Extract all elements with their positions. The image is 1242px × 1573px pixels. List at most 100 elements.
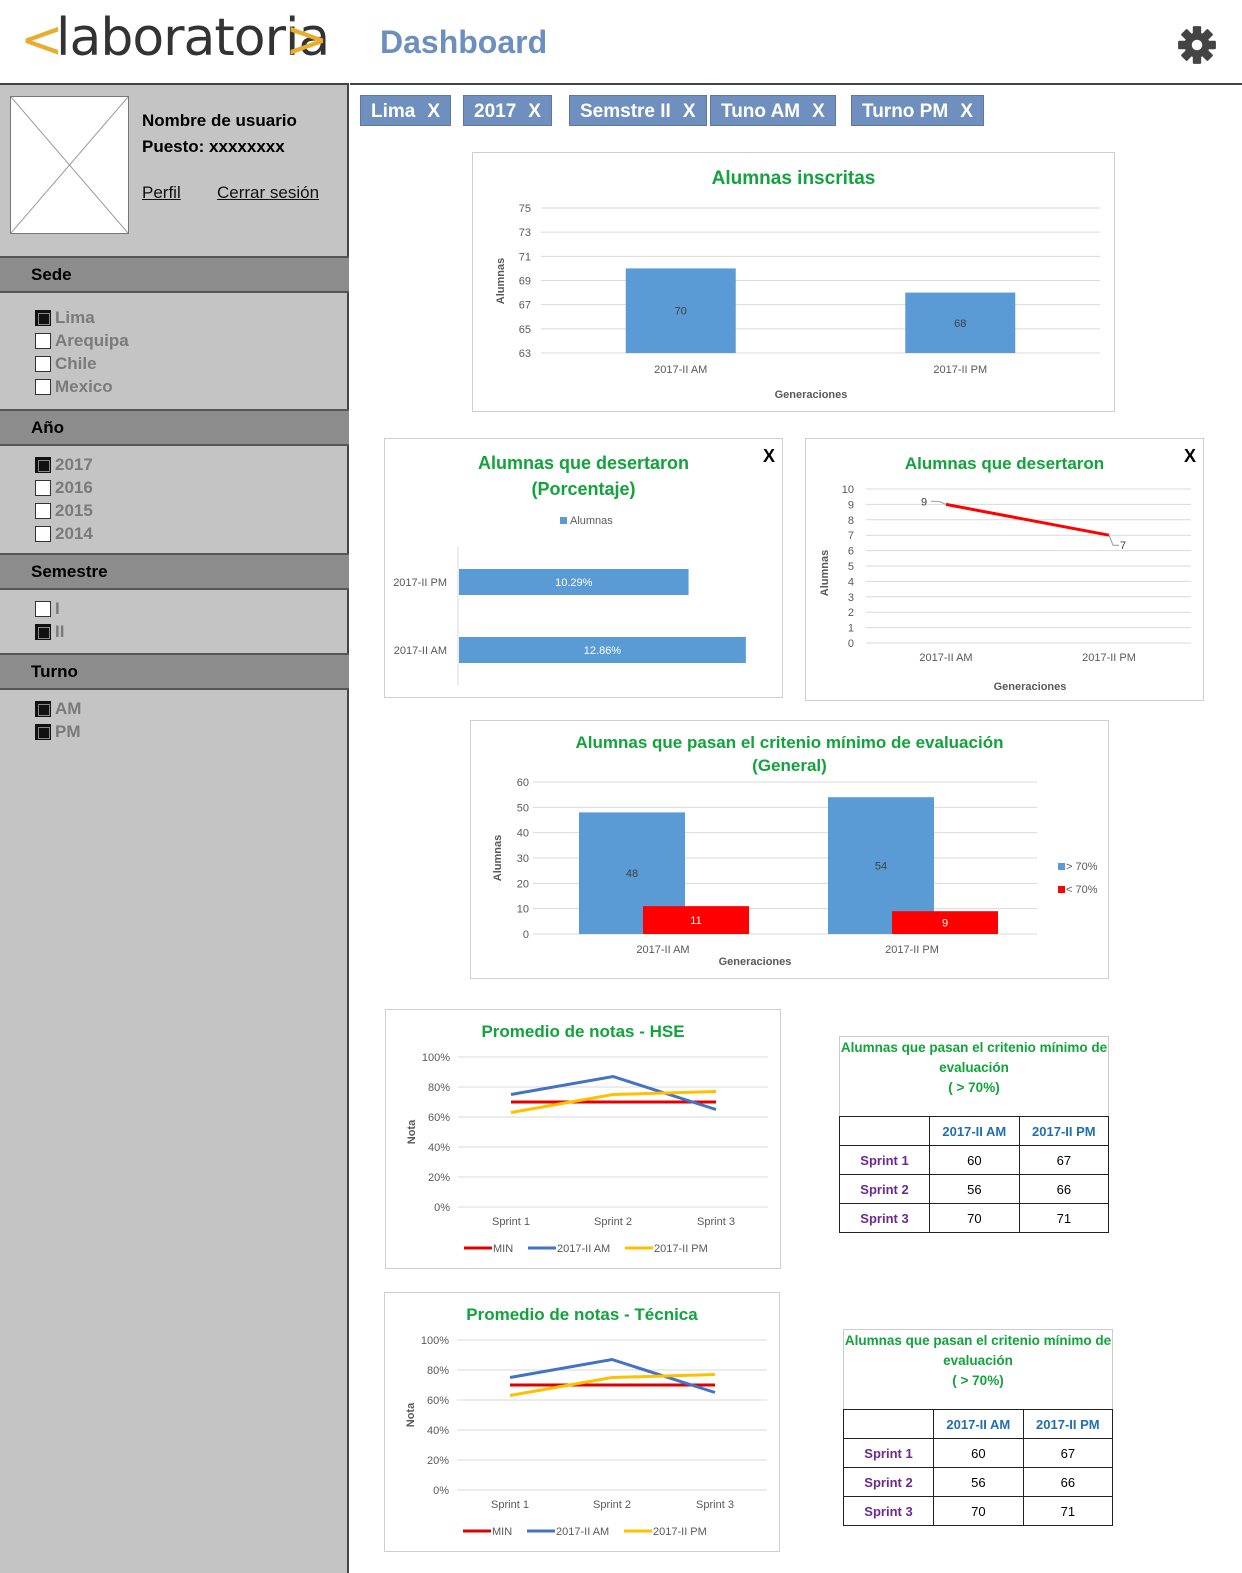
main-header: Dashboard	[350, 0, 1242, 85]
filter-option-sede[interactable]: Mexico	[35, 376, 113, 398]
y-tick-label: 0	[523, 929, 529, 941]
y-tick-label: 4	[848, 576, 854, 588]
filter-option-turno[interactable]: AM	[35, 698, 81, 720]
remove-filter-button[interactable]: X	[812, 101, 825, 122]
filter-header-turno: Turno	[0, 653, 349, 690]
checkbox[interactable]	[35, 457, 51, 473]
table-column-header: 2017-II AM	[929, 1116, 1020, 1146]
checkbox[interactable]	[35, 480, 51, 496]
filter-option-label: 2017	[55, 455, 93, 474]
table-title-line-1: Alumnas que pasan el critenio mínimo de	[844, 1333, 1112, 1348]
legend-swatch	[1058, 886, 1065, 893]
y-tick-label: 30	[517, 853, 529, 865]
filter-chip[interactable]: 2017 X	[463, 95, 552, 126]
legend-label: > 70%	[1066, 861, 1098, 873]
filter-option-anio[interactable]: 2015	[35, 500, 93, 522]
user-role: Puesto: xxxxxxxx	[142, 137, 285, 156]
filter-option-label: Mexico	[55, 377, 113, 396]
user-name: Nombre de usuario	[142, 111, 297, 130]
filter-option-sede[interactable]: Arequipa	[35, 330, 129, 352]
series-line	[945, 502, 1110, 537]
bar-value-label: 9	[942, 918, 948, 930]
bar	[459, 569, 689, 595]
x-tick-label: Sprint 2	[594, 1216, 632, 1228]
checkbox[interactable]	[35, 701, 51, 717]
remove-filter-button[interactable]: X	[960, 101, 973, 122]
chart-panel-criterio-general: Alumnas que pasan el critenio mínimo de …	[470, 720, 1109, 979]
filter-option-sede[interactable]: Lima	[35, 307, 95, 329]
table-header-frame	[839, 1036, 1109, 1116]
filter-option-anio[interactable]: 2016	[35, 477, 93, 499]
table-title-line-2: evaluación	[943, 1353, 1013, 1368]
y-tick-label: 67	[519, 300, 531, 312]
y-tick-label: 0%	[434, 1202, 450, 1214]
checkbox[interactable]	[35, 526, 51, 542]
y-tick-label: 65	[519, 324, 531, 336]
chart-panel-notas-tecnica: Promedio de notas - Técnica 0% 20% 40% 60% 8…	[384, 1292, 780, 1552]
legend-label: 2017-II PM	[654, 1243, 708, 1255]
remove-filter-button[interactable]: X	[682, 101, 696, 122]
remove-filter-button[interactable]: X	[528, 101, 541, 122]
table-row-label: Sprint 3	[843, 1496, 934, 1526]
x-tick-label: Sprint 1	[492, 1216, 530, 1228]
filter-option-anio[interactable]: 2014	[35, 523, 93, 545]
y-axis-label: Nota	[406, 1119, 418, 1144]
table-cell: 67	[1022, 1438, 1114, 1468]
table-header-frame	[843, 1329, 1113, 1409]
table-row: Sprint 2 56 66	[839, 1174, 1110, 1204]
remove-filter-button[interactable]: X	[427, 101, 441, 122]
logout-link[interactable]: Cerrar sesión	[217, 183, 320, 202]
y-tick-label: 2017-II AM	[394, 645, 447, 657]
filter-option-label: PM	[55, 722, 81, 741]
checkbox[interactable]	[35, 310, 51, 326]
filter-option-label: Chile	[55, 354, 97, 373]
table-row: Sprint 3 70 71	[839, 1203, 1110, 1233]
y-tick-label: 5	[848, 561, 854, 573]
filter-option-anio[interactable]: 2017	[35, 454, 93, 476]
checkbox[interactable]	[35, 379, 51, 395]
filter-chip[interactable]: Semstre II X	[569, 95, 707, 126]
filter-option-semestre[interactable]: I	[35, 598, 60, 620]
y-tick-label: 100%	[421, 1335, 449, 1347]
filter-option-semestre[interactable]: II	[35, 621, 64, 643]
y-tick-label: 60%	[428, 1112, 450, 1124]
filter-chip[interactable]: Turno PM X	[851, 95, 984, 126]
logo[interactable]: < laboratoria >	[0, 0, 349, 85]
y-tick-label: 40%	[427, 1425, 449, 1437]
legend-label: MIN	[493, 1243, 513, 1255]
filter-chip[interactable]: Lima X	[360, 95, 452, 126]
x-tick-label: Sprint 3	[697, 1216, 735, 1228]
checkbox[interactable]	[35, 624, 51, 640]
close-chart-button[interactable]: X	[763, 446, 776, 466]
filter-chip-label: 2017	[474, 101, 517, 122]
table-row-label: Sprint 1	[839, 1145, 930, 1175]
filter-chip[interactable]: Tuno AM X	[710, 95, 836, 126]
checkbox[interactable]	[35, 503, 51, 519]
table-cell: 67	[1018, 1145, 1110, 1175]
chart-title-line-2: (Porcentaje)	[531, 479, 636, 499]
y-tick-label: 80%	[428, 1082, 450, 1094]
leader-line	[931, 500, 947, 505]
y-tick-label: 69	[519, 276, 531, 288]
legend-label: 2017-II AM	[556, 1526, 609, 1538]
profile-link[interactable]: Perfil	[142, 183, 181, 202]
checkbox[interactable]	[35, 601, 51, 617]
chart-desertaron-linea: 0 1 2 3 4 5 6 7 8 9 10 9 7 2017-II AM 2017-II PM Genera…	[819, 484, 1191, 693]
table-row-label: Sprint 2	[843, 1467, 934, 1497]
series-line	[509, 1373, 716, 1397]
table-row-label: Sprint 1	[843, 1438, 934, 1468]
legend-swatch	[560, 517, 567, 524]
checkbox[interactable]	[35, 724, 51, 740]
y-tick-label: 6	[848, 546, 854, 558]
table-header-row: 2017-II AM 2017-II PM	[839, 1116, 1110, 1146]
table-row: Sprint 3 70 71	[843, 1496, 1114, 1526]
gear-icon[interactable]	[1176, 24, 1218, 66]
checkbox[interactable]	[35, 356, 51, 372]
filter-option-turno[interactable]: PM	[35, 721, 81, 743]
close-chart-button[interactable]: X	[1184, 446, 1197, 466]
legend-label: MIN	[492, 1526, 512, 1538]
y-tick-label: 75	[519, 203, 531, 215]
checkbox[interactable]	[35, 333, 51, 349]
filter-option-sede[interactable]: Chile	[35, 353, 97, 375]
y-tick-label: 8	[848, 515, 854, 527]
